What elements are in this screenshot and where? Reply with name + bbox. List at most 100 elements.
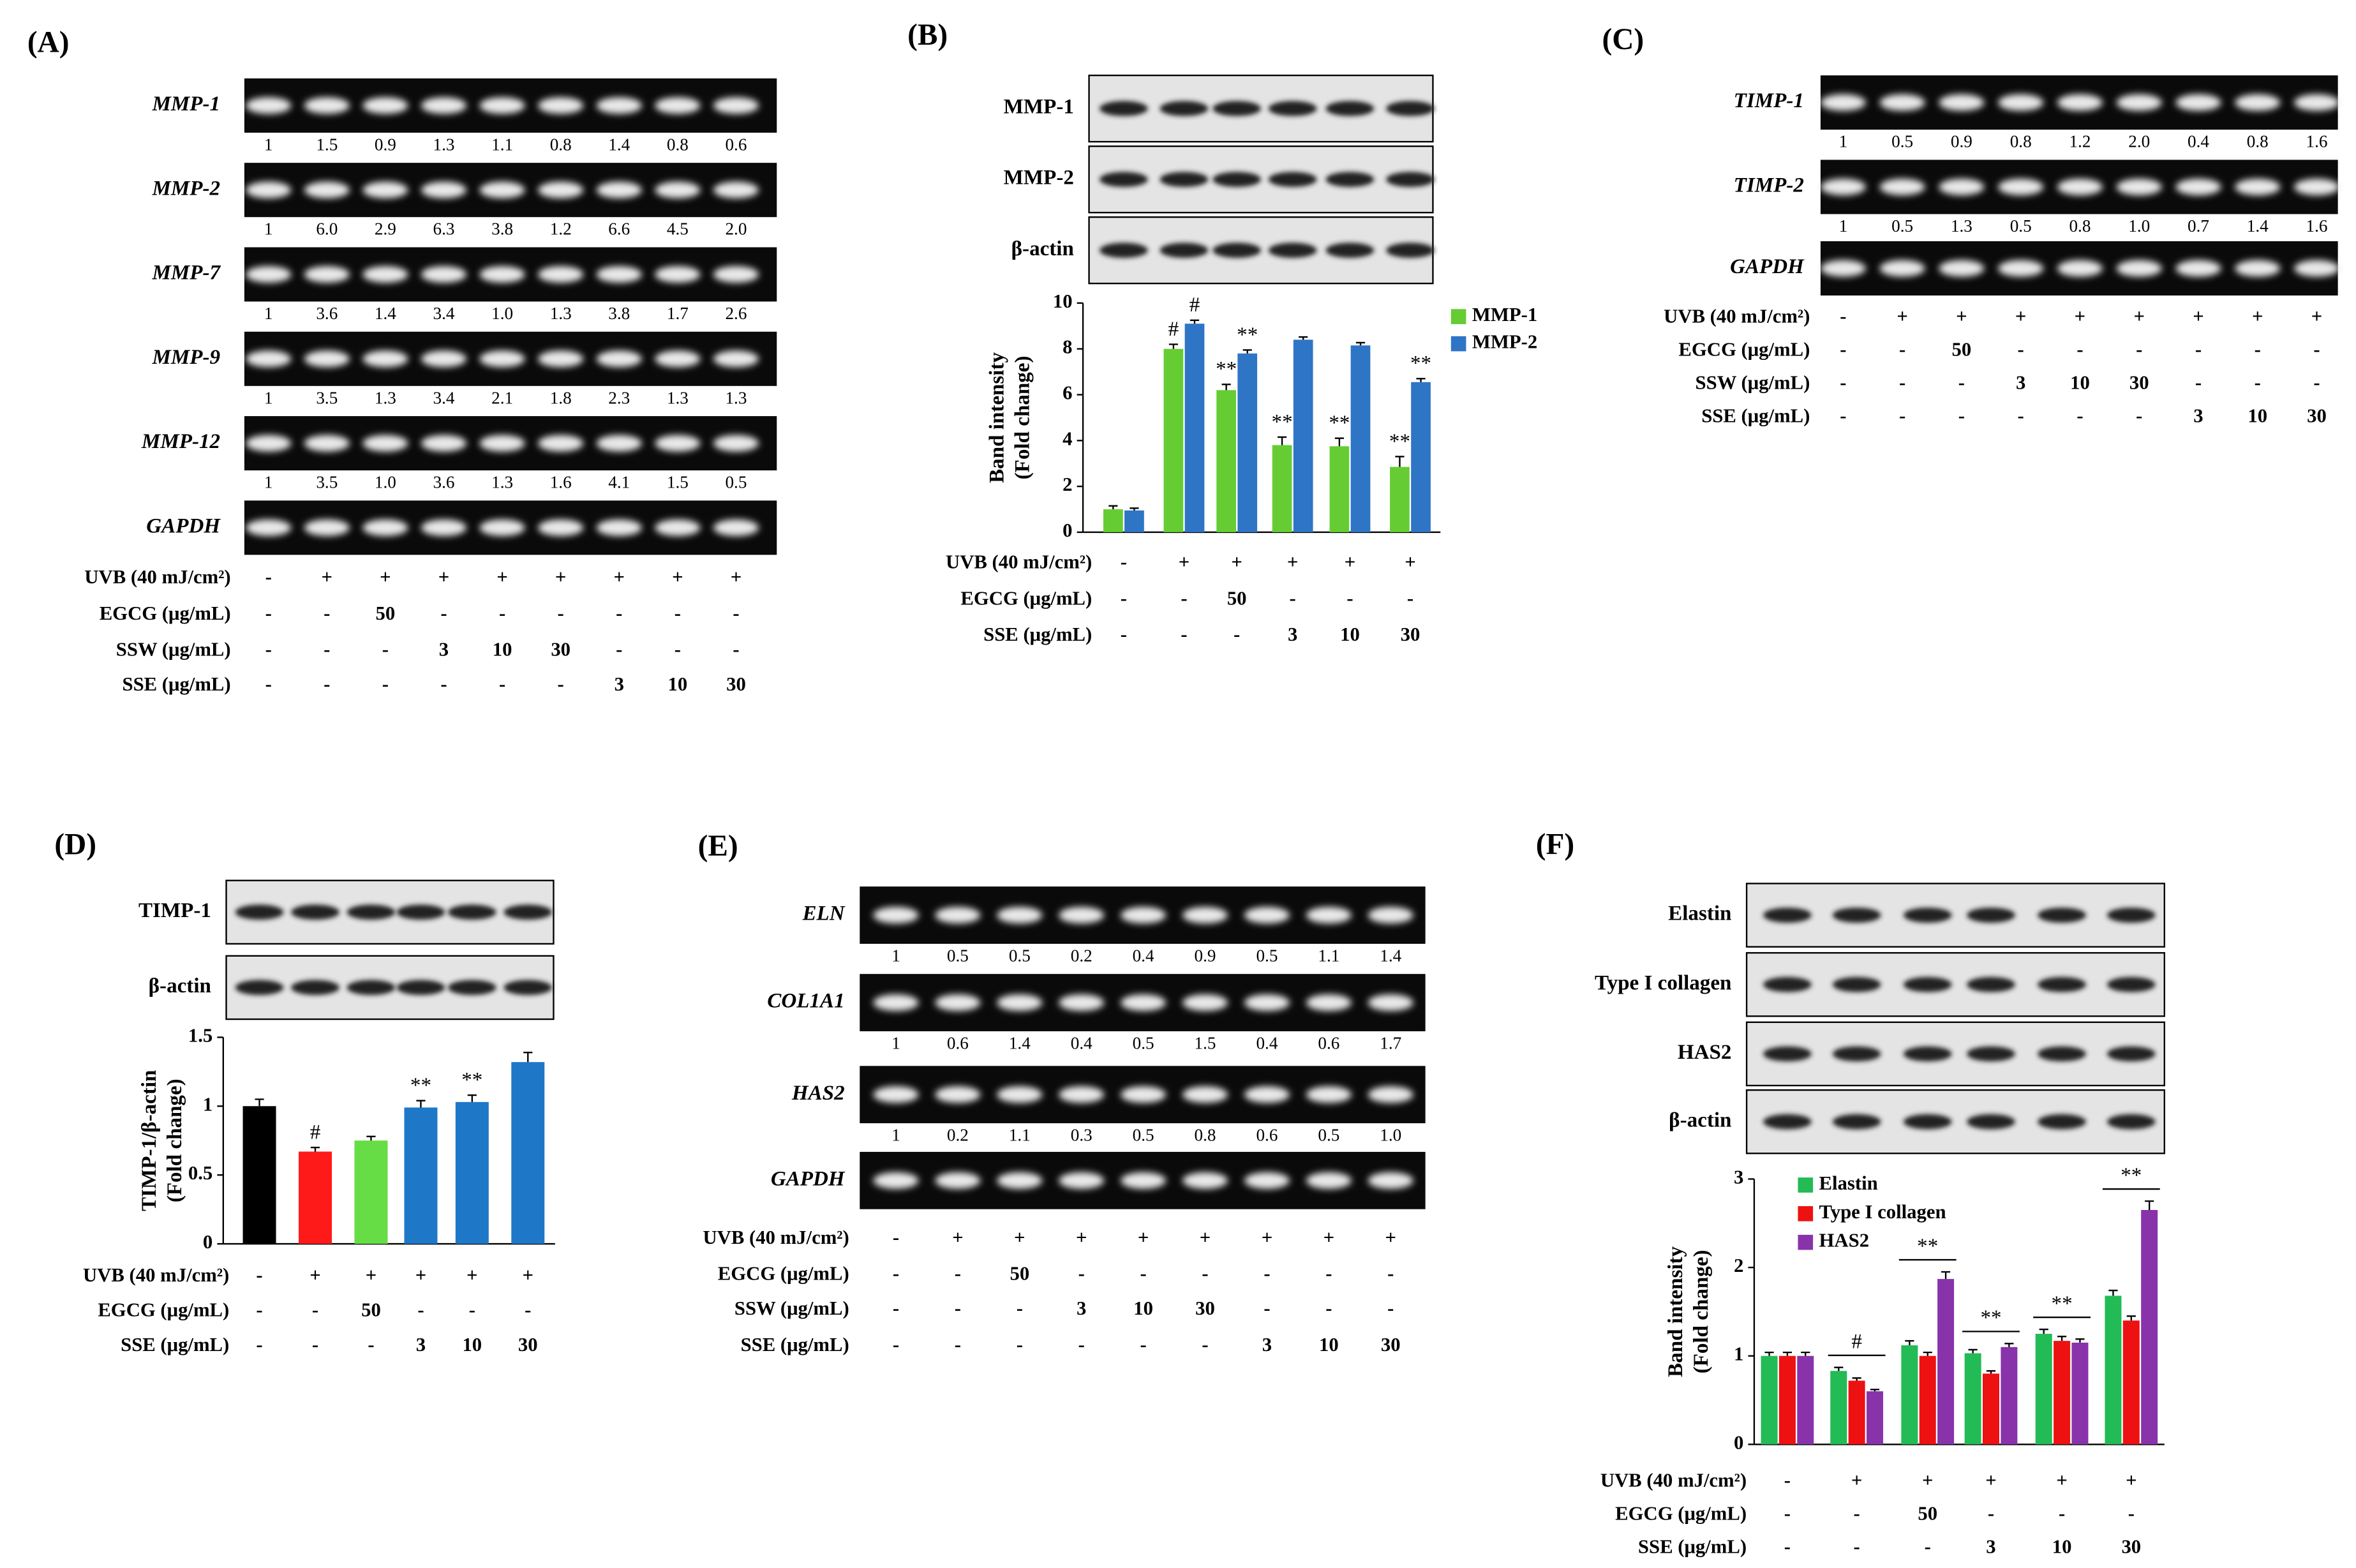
error-bar <box>1870 1389 1880 1392</box>
gel-band <box>2175 260 2221 277</box>
densitometry-value: 1.4 <box>375 304 396 323</box>
error-bar <box>310 1146 320 1152</box>
blot-band <box>1967 976 2015 992</box>
treatment-mark: + <box>1956 306 1967 327</box>
densitometry-value: 1.4 <box>1380 946 1401 965</box>
treatment-mark: - <box>525 1299 531 1320</box>
treatment-mark: - <box>440 673 447 695</box>
gel-band <box>421 181 466 198</box>
gel-band <box>935 994 981 1012</box>
treatment-mark: - <box>733 602 739 624</box>
densitometry-value: 2.1 <box>491 388 513 407</box>
blot-band <box>1903 1046 1952 1062</box>
gel-band <box>935 907 981 924</box>
y-tick-label: 0 <box>1734 1431 1743 1453</box>
treatment-mark: 10 <box>1133 1297 1153 1319</box>
blot-band <box>1763 907 1812 923</box>
annotation: # <box>1851 1330 1862 1353</box>
gel-band <box>2294 260 2339 277</box>
blot-band <box>1325 101 1375 116</box>
treatment-name: SSE (μg/mL) <box>122 673 230 695</box>
gel-band <box>479 519 525 536</box>
treatment-mark: + <box>2133 306 2145 327</box>
gel-band <box>1306 1086 1352 1103</box>
densitometry-value: 3.6 <box>433 473 455 492</box>
blot-band <box>1212 172 1261 187</box>
treatment-mark: + <box>1851 1469 1863 1491</box>
annotation: ** <box>1917 1235 1938 1258</box>
densitometry-value: 0.8 <box>2247 132 2269 151</box>
blot-band <box>1832 907 1881 923</box>
protein-name: β-actin <box>1669 1109 1731 1131</box>
blot-band <box>347 980 396 996</box>
treatment-name: UVB (40 mJ/cm²) <box>83 1264 229 1286</box>
densitometry-value: 1.7 <box>667 304 689 323</box>
y-axis-label: Band intensity <box>1664 1246 1687 1377</box>
bar <box>1830 1371 1847 1445</box>
gel-band <box>596 350 642 368</box>
treatment-mark: 10 <box>668 673 688 695</box>
gel-band <box>2116 94 2162 111</box>
error-bar <box>2075 1338 2085 1343</box>
gel-band <box>2235 260 2281 277</box>
y-axis-label: TIMP-1/β-actin <box>138 1070 161 1211</box>
treatment-mark: - <box>1325 1263 1332 1285</box>
blot-band <box>1325 243 1375 258</box>
densitometry-value: 4.1 <box>608 473 630 492</box>
error-bar <box>1986 1370 1996 1374</box>
gel-band <box>2057 94 2103 111</box>
blot-band <box>1903 976 1952 992</box>
legend-swatch <box>1798 1234 1814 1250</box>
densitometry-value: 1.3 <box>1951 216 1972 235</box>
gel-band <box>362 519 408 536</box>
densitometry-value: 1.0 <box>375 473 396 492</box>
gel-band <box>596 435 642 452</box>
densitometry-value: 0.6 <box>725 135 747 154</box>
densitometry-value: 1.7 <box>1380 1033 1401 1052</box>
gel-band <box>1306 994 1352 1012</box>
blot-band <box>1159 101 1209 116</box>
treatment-mark: + <box>2075 306 2086 327</box>
treatment-mark: - <box>324 673 330 695</box>
error-bar <box>1278 436 1287 445</box>
treatment-mark: 3 <box>439 639 449 661</box>
bar <box>2001 1347 2018 1445</box>
treatment-mark: - <box>955 1297 961 1319</box>
treatment-mark: + <box>1138 1227 1149 1248</box>
gel-band <box>2294 94 2339 111</box>
bar <box>1350 345 1371 532</box>
blot-strip <box>1745 1089 2165 1154</box>
gel-band <box>1939 94 1985 111</box>
treatment-mark: - <box>1264 1297 1270 1319</box>
blot-band <box>1832 976 1881 992</box>
gel-band <box>479 181 525 198</box>
gel-band <box>1820 260 1866 277</box>
y-tick-label: 6 <box>1062 382 1072 404</box>
error-bar <box>2039 1328 2048 1334</box>
blot-band <box>1386 172 1435 187</box>
gel-band <box>655 97 701 114</box>
treatment-mark: 50 <box>361 1299 381 1320</box>
gel-band <box>1121 907 1167 924</box>
densitometry-value: 1.0 <box>2128 216 2150 235</box>
densitometry-value: 2.9 <box>375 220 396 239</box>
treatment-mark: 3 <box>1288 623 1297 645</box>
blot-band <box>396 980 445 996</box>
gene-name: MMP-9 <box>151 346 220 369</box>
densitometry-value: 0.8 <box>550 135 572 154</box>
densitometry-value: 0.6 <box>1318 1033 1339 1052</box>
blot-band <box>291 904 339 920</box>
gel-band <box>2175 178 2221 195</box>
annotation: ** <box>1980 1306 2001 1329</box>
treatment-name: SSE (μg/mL) <box>741 1334 849 1355</box>
bar <box>1329 446 1350 532</box>
treatment-name: UVB (40 mJ/cm²) <box>946 551 1092 573</box>
densitometry-value: 1.1 <box>1318 946 1339 965</box>
treatment-mark: - <box>1784 1502 1791 1524</box>
densitometry-value: 3.4 <box>433 304 455 323</box>
treatment-mark: + <box>555 566 567 588</box>
protein-name: MMP-1 <box>1004 96 1074 119</box>
error-bar <box>467 1094 477 1102</box>
treatment-mark: - <box>1346 587 1353 609</box>
treatment-name: UVB (40 mJ/cm²) <box>1664 306 1810 327</box>
